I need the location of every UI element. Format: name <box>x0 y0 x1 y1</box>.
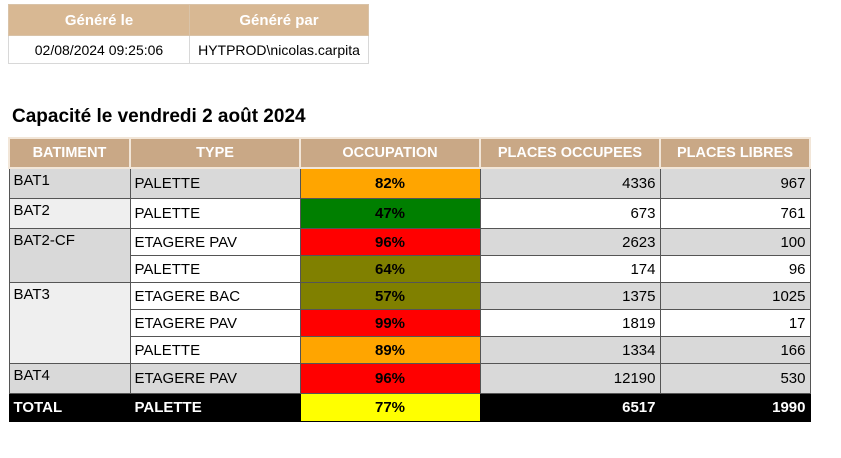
cell-places-libres: 1025 <box>659 282 811 310</box>
cell-places-libres: 17 <box>659 309 811 337</box>
generated-on-header: Généré le <box>8 4 190 36</box>
cell-places-occupees: 1819 <box>479 309 661 337</box>
table-row: PALETTE 89% 1334 166 <box>9 336 811 364</box>
generated-by-header: Généré par <box>189 4 369 36</box>
header-type: TYPE <box>129 137 301 169</box>
table-row: BAT1 PALETTE 82% 4336 967 <box>8 167 811 199</box>
cell-places-occupees: 2623 <box>479 228 661 256</box>
table-row: BAT3 ETAGERE BAC 57% 1375 1025 <box>8 282 811 364</box>
total-label: TOTAL <box>8 393 131 422</box>
header-batiment: BATIMENT <box>8 137 131 169</box>
cell-batiment: BAT4 <box>8 363 131 394</box>
cell-places-libres: 761 <box>659 198 811 229</box>
cell-type: ETAGERE PAV <box>129 309 301 337</box>
cell-places-occupees: 673 <box>479 198 661 229</box>
cell-places-libres: 166 <box>659 336 811 364</box>
generated-on-value: 02/08/2024 09:25:06 <box>8 35 190 64</box>
cell-places-libres: 96 <box>659 255 811 283</box>
cell-places-libres: 100 <box>659 228 811 256</box>
header-occupation: OCCUPATION <box>299 137 481 169</box>
generated-by-value: HYTPROD\nicolas.carpita <box>189 35 369 64</box>
cell-occupation: 64% <box>299 255 481 283</box>
cell-type: ETAGERE PAV <box>129 228 301 256</box>
table-row: ETAGERE PAV 99% 1819 17 <box>9 309 811 337</box>
cell-type: ETAGERE PAV <box>129 363 301 394</box>
total-places-occupees: 6517 <box>479 393 661 422</box>
cell-occupation: 96% <box>299 363 481 394</box>
cell-places-occupees: 1375 <box>479 282 661 310</box>
cell-type: PALETTE <box>129 198 301 229</box>
cell-places-occupees: 1334 <box>479 336 661 364</box>
total-row: TOTAL PALETTE 77% 6517 1990 <box>8 393 811 422</box>
cell-type: PALETTE <box>129 255 301 283</box>
total-places-libres: 1990 <box>659 393 811 422</box>
cell-type: PALETTE <box>129 336 301 364</box>
total-occupation: 77% <box>299 393 481 422</box>
cell-occupation: 57% <box>299 282 481 310</box>
cell-occupation: 82% <box>299 167 481 199</box>
capacity-table: BATIMENT TYPE OCCUPATION PLACES OCCUPEES… <box>8 137 811 422</box>
capacity-heading: Capacité le vendredi 2 août 2024 <box>12 106 306 127</box>
cell-type: PALETTE <box>129 167 301 199</box>
table-row: BAT4 ETAGERE PAV 96% 12190 530 <box>8 363 811 394</box>
cell-batiment: BAT2 <box>8 198 131 229</box>
total-type: PALETTE <box>129 393 301 422</box>
cell-type: ETAGERE BAC <box>129 282 301 310</box>
cell-occupation: 47% <box>299 198 481 229</box>
table-row: BAT2-CF ETAGERE PAV 96% 2623 100 <box>8 228 811 283</box>
cell-occupation: 96% <box>299 228 481 256</box>
cell-batiment: BAT3 <box>8 282 131 364</box>
header-places-libres: PLACES LIBRES <box>659 137 811 169</box>
cell-places-occupees: 4336 <box>479 167 661 199</box>
cell-places-occupees: 12190 <box>479 363 661 394</box>
cell-occupation: 89% <box>299 336 481 364</box>
cell-places-libres: 967 <box>659 167 811 199</box>
cell-occupation: 99% <box>299 309 481 337</box>
capacity-header-row: BATIMENT TYPE OCCUPATION PLACES OCCUPEES… <box>8 137 811 169</box>
cell-places-occupees: 174 <box>479 255 661 283</box>
cell-batiment: BAT1 <box>8 167 131 199</box>
generation-info-table: Généré le Généré par 02/08/2024 09:25:06… <box>8 4 369 64</box>
header-places-occupees: PLACES OCCUPEES <box>479 137 661 169</box>
table-row: BAT2 PALETTE 47% 673 761 <box>8 198 811 229</box>
cell-places-libres: 530 <box>659 363 811 394</box>
table-row: PALETTE 64% 174 96 <box>9 255 811 283</box>
cell-batiment: BAT2-CF <box>8 228 131 283</box>
